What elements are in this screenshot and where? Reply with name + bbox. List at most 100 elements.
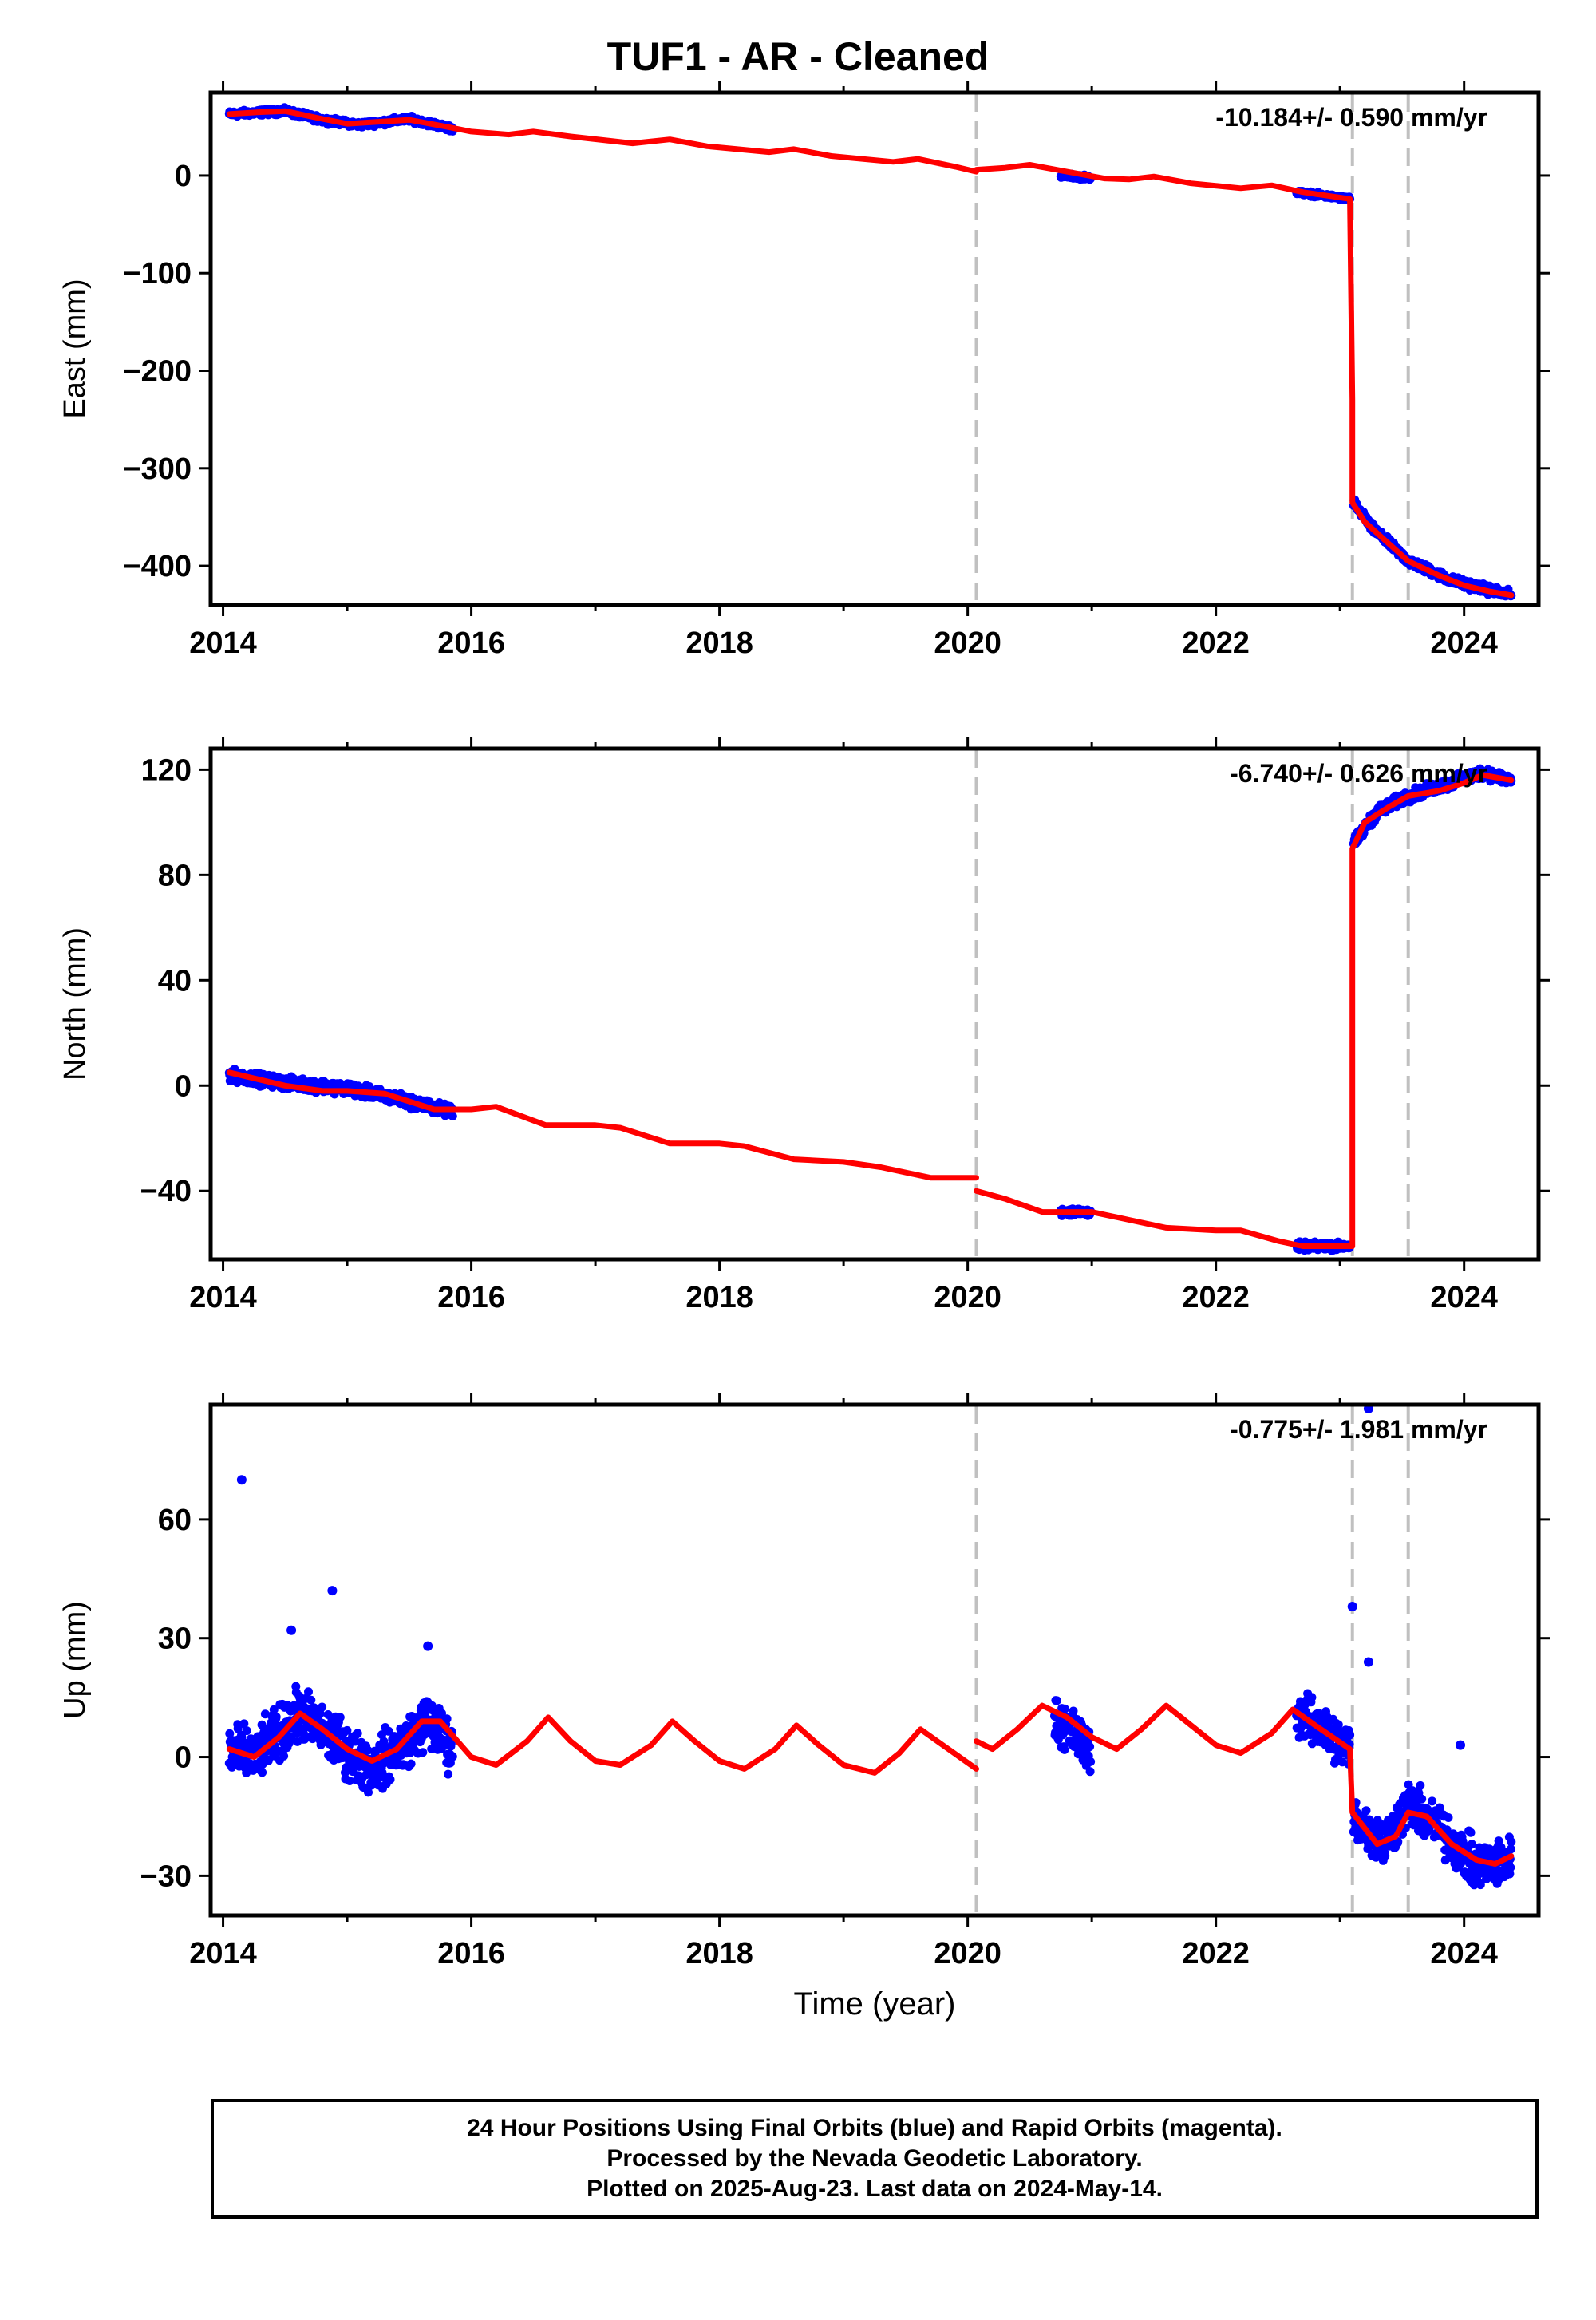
- data-point: [269, 1705, 279, 1714]
- data-point: [271, 1712, 281, 1721]
- data-points: [224, 1405, 1516, 1890]
- data-point: [1069, 1706, 1078, 1716]
- x-tick-label: 2024: [1430, 1281, 1498, 1314]
- data-point: [1085, 1742, 1095, 1752]
- data-point: [363, 1745, 373, 1755]
- outlier-point: [327, 1586, 338, 1596]
- figure-title: TUF1 - AR - Cleaned: [606, 34, 990, 79]
- data-point: [1086, 1757, 1096, 1766]
- outlier-point: [423, 1641, 433, 1651]
- model-line: [974, 772, 1515, 1249]
- footer-line-1: 24 Hour Positions Using Final Orbits (bl…: [467, 2115, 1282, 2141]
- model-line: [974, 1702, 1515, 1867]
- model-line: [226, 1069, 979, 1181]
- data-point: [418, 1748, 428, 1757]
- data-point: [384, 1726, 393, 1736]
- data-point: [242, 1726, 251, 1736]
- y-tick-label: 0: [175, 1741, 192, 1775]
- data-point: [1052, 1696, 1061, 1705]
- data-point: [377, 1730, 386, 1740]
- x-tick-label: 2024: [1430, 626, 1498, 660]
- y-axis-label: North (mm): [58, 927, 92, 1081]
- data-point: [342, 1725, 352, 1735]
- x-tick-label: 2024: [1430, 1937, 1498, 1970]
- data-point: [406, 1759, 416, 1769]
- data-point: [1428, 1796, 1437, 1806]
- y-tick-label: 30: [158, 1622, 192, 1656]
- data-point: [1416, 1781, 1425, 1790]
- data-point: [1506, 1844, 1515, 1854]
- data-point: [1444, 1813, 1453, 1822]
- data-point: [1417, 1794, 1427, 1804]
- y-tick-label: −400: [123, 550, 192, 583]
- data-point: [239, 1719, 249, 1729]
- data-point: [304, 1687, 313, 1697]
- x-tick-label: 2018: [685, 1937, 753, 1970]
- data-point: [1060, 1745, 1069, 1754]
- data-point: [353, 1729, 362, 1738]
- x-tick-label: 2022: [1182, 1281, 1250, 1314]
- outlier-point: [1456, 1740, 1466, 1750]
- footer-box: 24 Hour Positions Using Final Orbits (bl…: [211, 2099, 1539, 2219]
- model-line: [226, 1710, 979, 1776]
- data-point: [257, 1720, 267, 1729]
- outlier-point: [1363, 1405, 1373, 1413]
- plot-area: [224, 764, 1516, 1255]
- data-point: [1307, 1693, 1317, 1702]
- data-point: [306, 1695, 316, 1705]
- data-point: [279, 1751, 289, 1761]
- y-tick-label: 0: [175, 1069, 192, 1103]
- data-point: [444, 1769, 453, 1779]
- y-tick-label: −40: [140, 1175, 192, 1208]
- panel-1: 2014 2016 2018 2020 2022 2024 0 −100 −200 −300 −40…: [58, 81, 1550, 660]
- data-points: [224, 764, 1516, 1255]
- x-tick-label: 2014: [189, 626, 257, 660]
- data-point: [448, 1752, 457, 1761]
- model-line: [974, 162, 1515, 599]
- data-point: [1381, 1851, 1390, 1860]
- data-point: [227, 1762, 237, 1772]
- plot-area: [224, 1405, 1516, 1890]
- x-tick-label: 2022: [1182, 1937, 1250, 1970]
- model-line: [226, 108, 979, 175]
- data-point: [1393, 1837, 1403, 1846]
- x-tick-label: 2014: [189, 1937, 257, 1970]
- y-axis-label: East (mm): [58, 279, 92, 418]
- data-point: [1333, 1720, 1343, 1729]
- x-tick-label: 2014: [189, 1281, 257, 1314]
- y-axis-label: Up (mm): [58, 1601, 92, 1719]
- data-point: [1361, 1806, 1371, 1816]
- data-point: [442, 1714, 452, 1724]
- data-points: [224, 103, 1516, 601]
- outlier-point: [1363, 1657, 1373, 1667]
- data-point: [335, 1713, 345, 1722]
- y-tick-label: 0: [175, 160, 192, 193]
- data-point: [1345, 1730, 1355, 1740]
- data-point: [1507, 1837, 1516, 1847]
- data-point: [258, 1768, 267, 1777]
- data-point: [385, 1775, 395, 1784]
- outlier-point: [286, 1625, 297, 1635]
- y-tick-label: 40: [158, 964, 192, 998]
- y-tick-label: 80: [158, 859, 192, 892]
- data-point: [1467, 1840, 1476, 1849]
- y-tick-label: 60: [158, 1504, 192, 1537]
- outlier-point: [1347, 1602, 1357, 1612]
- data-point: [1506, 1863, 1515, 1872]
- data-point: [225, 1729, 235, 1738]
- footer-line-2: Processed by the Nevada Geodetic Laborat…: [606, 2145, 1143, 2172]
- x-tick-label: 2020: [934, 626, 1001, 660]
- panel-frame: [208, 90, 1541, 607]
- y-tick-label: −300: [123, 453, 192, 486]
- data-point: [437, 1709, 446, 1718]
- rate-label: -0.775+/- 1.981 mm/yr: [1230, 1415, 1487, 1444]
- x-tick-label: 2022: [1182, 626, 1250, 660]
- outlier-point: [236, 1475, 247, 1485]
- data-point: [318, 1702, 327, 1712]
- data-point: [1466, 1828, 1476, 1837]
- x-tick-label: 2018: [685, 1281, 753, 1314]
- y-tick-label: −200: [123, 355, 192, 389]
- x-axis-label: Time (year): [794, 1986, 956, 2022]
